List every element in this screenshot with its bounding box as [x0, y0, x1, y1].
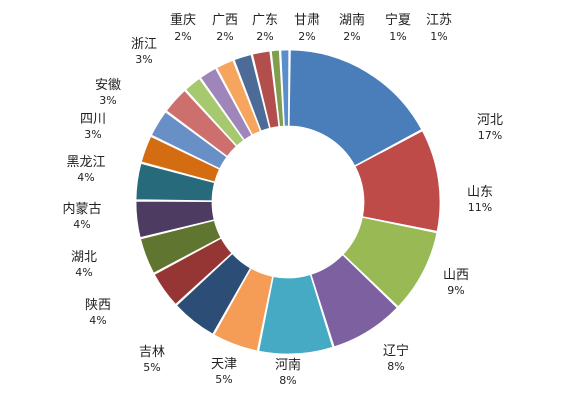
slice-value-湖北: 4%: [75, 266, 92, 279]
slice-label-广东: 广东: [252, 13, 278, 28]
slice-value-四川: 3%: [84, 128, 101, 141]
slice-山西: [342, 216, 438, 308]
slice-label-河南: 河南: [275, 357, 301, 373]
slice-label-浙江: 浙江: [131, 37, 157, 52]
slice-value-浙江: 3%: [135, 53, 152, 66]
slice-天津: [213, 267, 274, 352]
slice-陕西: [153, 237, 233, 305]
slice-value-宁夏: 1%: [389, 30, 406, 43]
slice-label-内蒙古: 内蒙古: [62, 201, 101, 217]
slice-label-湖南: 湖南: [339, 12, 365, 28]
slice-value-甘肃: 2%: [298, 30, 315, 43]
slice-value-黑龙江: 4%: [77, 171, 94, 184]
slice-value-河南: 8%: [279, 374, 296, 387]
slice-黑龙江: [135, 162, 215, 202]
slice-宁夏: [270, 49, 285, 127]
slice-吉林: [176, 253, 251, 335]
slice-label-安徽: 安徽: [95, 78, 121, 93]
slice-江苏: [280, 49, 290, 127]
slice-value-重庆: 2%: [174, 30, 191, 43]
slice-label-宁夏: 宁夏: [385, 12, 411, 28]
slice-浙江: [165, 90, 237, 157]
slice-重庆: [185, 78, 245, 147]
slice-label-陕西: 陕西: [85, 298, 111, 313]
slice-广西: [200, 67, 253, 141]
slice-甘肃: [233, 54, 270, 132]
slice-四川: [140, 136, 220, 183]
slice-label-重庆: 重庆: [170, 12, 196, 28]
slice-value-陕西: 4%: [89, 314, 106, 327]
slice-label-湖北: 湖北: [71, 250, 97, 265]
slice-label-江苏: 江苏: [426, 12, 452, 28]
slice-value-山西: 9%: [447, 284, 464, 297]
slice-value-内蒙古: 4%: [73, 218, 90, 231]
slice-value-河北: 17%: [478, 129, 502, 142]
slice-value-广西: 2%: [216, 30, 233, 43]
slice-value-山东: 11%: [468, 201, 492, 214]
slice-广东: [216, 59, 261, 136]
labels-group: 河北17%山东11%山西9%辽宁8%河南8%天津5%吉林5%陕西4%湖北4%内蒙…: [62, 12, 503, 387]
slice-河南: [258, 274, 334, 355]
slice-label-甘肃: 甘肃: [294, 13, 320, 28]
slice-label-四川: 四川: [80, 112, 106, 127]
slice-label-山西: 山西: [443, 268, 469, 283]
slice-value-安徽: 3%: [99, 94, 116, 107]
slice-label-天津: 天津: [211, 357, 237, 372]
slice-label-河北: 河北: [477, 113, 503, 128]
slice-辽宁: [310, 254, 398, 348]
slice-label-黑龙江: 黑龙江: [66, 155, 105, 170]
slice-label-广西: 广西: [212, 13, 238, 28]
slice-label-辽宁: 辽宁: [383, 343, 409, 359]
slice-value-广东: 2%: [256, 30, 273, 43]
slice-内蒙古: [135, 200, 215, 238]
slice-value-江苏: 1%: [430, 30, 447, 43]
slice-label-山东: 山东: [467, 185, 493, 200]
slice-河北: [288, 49, 423, 167]
slices-group: [135, 49, 441, 355]
slice-湖北: [140, 220, 222, 274]
slice-value-天津: 5%: [215, 373, 232, 386]
slice-湖南: [252, 50, 280, 129]
slice-value-辽宁: 8%: [387, 360, 404, 373]
slice-label-吉林: 吉林: [139, 345, 165, 360]
slice-value-吉林: 5%: [143, 361, 160, 374]
slice-山东: [354, 130, 441, 232]
slice-value-湖南: 2%: [343, 30, 360, 43]
slice-安徽: [150, 111, 228, 170]
